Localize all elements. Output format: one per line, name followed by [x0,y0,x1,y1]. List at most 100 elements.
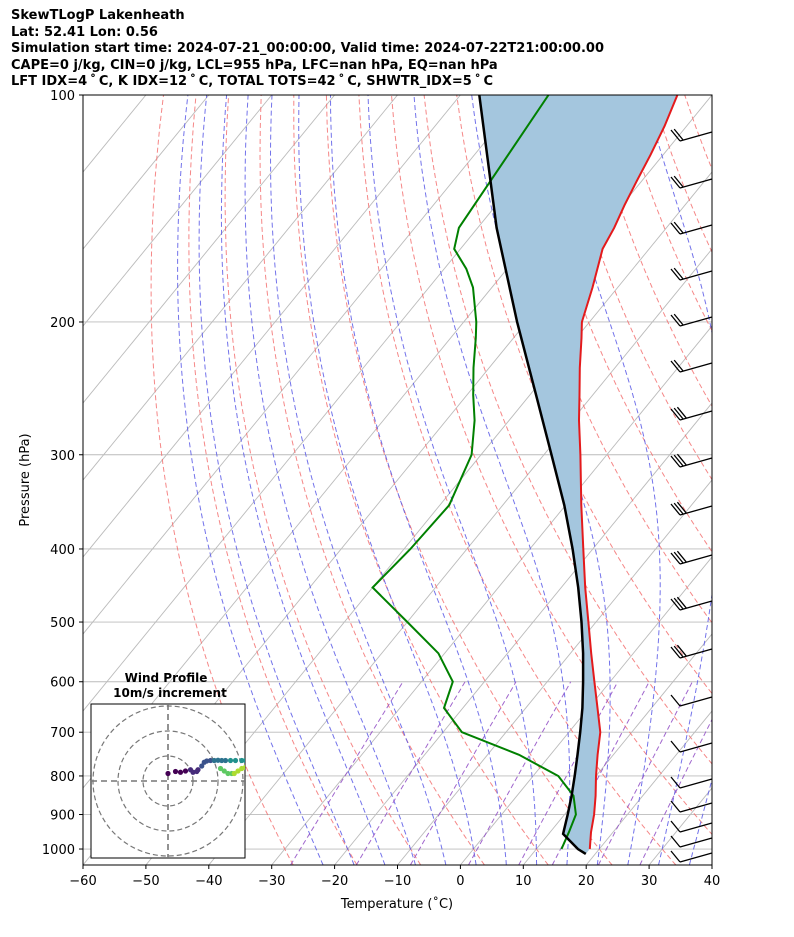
isotherm-line [83,95,398,481]
hodograph-subtitle: 10m/s increment [113,686,227,700]
wind-barb [670,776,713,789]
hodograph-point [222,757,229,764]
wind-barb [670,550,713,565]
isotherm-line [334,402,712,865]
moist-adiabat-line [688,777,712,865]
moist-adiabat-line [644,95,712,865]
isotherm-line [460,556,712,865]
x-tick-label: −60 [69,874,96,889]
moist-adiabat-line [269,95,447,865]
y-tick-label: 600 [50,676,75,691]
wind-barb [670,267,713,281]
hodograph-point [177,769,184,775]
isotherm-line [83,95,84,96]
dry-adiabat-line [423,95,712,765]
hodograph-point [221,768,227,774]
x-tick-label: −10 [384,874,411,889]
moist-adiabat-line [330,95,507,865]
moist-adiabat-line [177,95,324,865]
moist-adiabat-line [298,95,477,865]
chart-header: SkewTLogP Lakenheath Lat: 52.41 Lon: 0.5… [11,8,604,91]
y-tick-label: 100 [50,89,75,104]
hodograph-point [225,770,231,777]
wind-profile-inset: Wind Profile 10m/s increment [90,671,246,859]
dry-adiabat-line [717,95,794,865]
mixing-ratio-line [639,718,712,865]
header-location: Lat: 52.41 Lon: 0.56 [11,24,158,40]
y-tick-label: 1000 [42,843,75,858]
x-tick-label: 40 [704,874,721,889]
hodograph-point [165,770,171,777]
moist-adiabat-line [244,95,416,865]
hodograph-title: Wind Profile [125,671,208,685]
dry-adiabats [150,95,794,865]
wind-barb [670,820,713,833]
isotherm-line [83,95,587,712]
dry-adiabat-line [750,95,794,865]
x-axis-label: Temperature (˚C) [340,896,453,912]
isotherm-line [83,95,273,327]
mixing-ratio-line [409,681,517,865]
wind-barb [670,835,713,848]
dry-adiabat-line [684,95,712,171]
wind-barb [670,175,713,189]
isotherm-line [648,787,712,865]
moist-adiabat-line [413,95,571,865]
moist-adiabat-line [198,95,355,865]
wind-barb [670,740,713,753]
wind-barb [670,313,713,327]
isotherm-line [83,95,461,558]
hodograph-point [207,757,214,764]
dry-adiabat-line [783,95,794,865]
hodograph-point [219,757,225,764]
hodograph-point [172,768,179,775]
dewpoint-profile-line [371,95,577,850]
wind-barb [670,644,713,659]
hodograph-point [195,767,201,773]
dry-adiabat-line [651,95,712,254]
isotherm-line [711,864,712,865]
x-tick-label: −50 [132,874,159,889]
hodograph-point [182,768,189,774]
x-tick-label: 30 [641,874,658,889]
hodograph-ring [117,730,219,832]
isotherm-line [397,479,712,865]
header-cape-line: CAPE=0 j/kg, CIN=0 j/kg, LCL=955 hPa, LF… [11,57,498,73]
dry-adiabat-line [259,95,485,865]
wind-barb [670,850,713,863]
y-tick-label: 300 [50,449,75,464]
hodograph-point [211,757,217,764]
x-tick-label: −40 [195,874,222,889]
isotherm-line [775,95,794,865]
mixing-ratio-line [290,681,404,865]
temperature-profile-line [577,95,679,850]
moist-adiabat-line [220,95,386,865]
isotherm-line [83,95,524,635]
dry-adiabat-line [358,95,677,865]
header-times: Simulation start time: 2024-07-21_00:00:… [11,41,604,56]
dry-adiabat-line [224,95,422,865]
dry-adiabat-line [619,95,712,332]
wind-barb [670,359,713,373]
isotherm-line [83,95,335,404]
wind-barb [670,596,713,611]
y-tick-label: 700 [50,726,75,741]
x-tick-label: 0 [456,874,464,889]
parcel-path-line [478,95,587,855]
hodograph-point [231,770,237,777]
hodograph-point [217,765,224,772]
mixing-ratio-line [355,681,466,865]
hodograph-point [242,764,245,770]
y-tick-label: 800 [50,770,75,785]
mixing-ratio-line [597,681,693,865]
wind-barb [670,221,713,235]
y-axis-label: Pressure (hPa) [18,433,33,526]
x-tick-label: −20 [321,874,348,889]
hodograph-point [199,763,205,769]
moist-adiabat-line [720,95,794,865]
wind-barb [670,501,713,516]
dry-adiabat-line [293,95,549,865]
wind-barb [670,694,713,707]
y-tick-label: 900 [50,809,75,824]
